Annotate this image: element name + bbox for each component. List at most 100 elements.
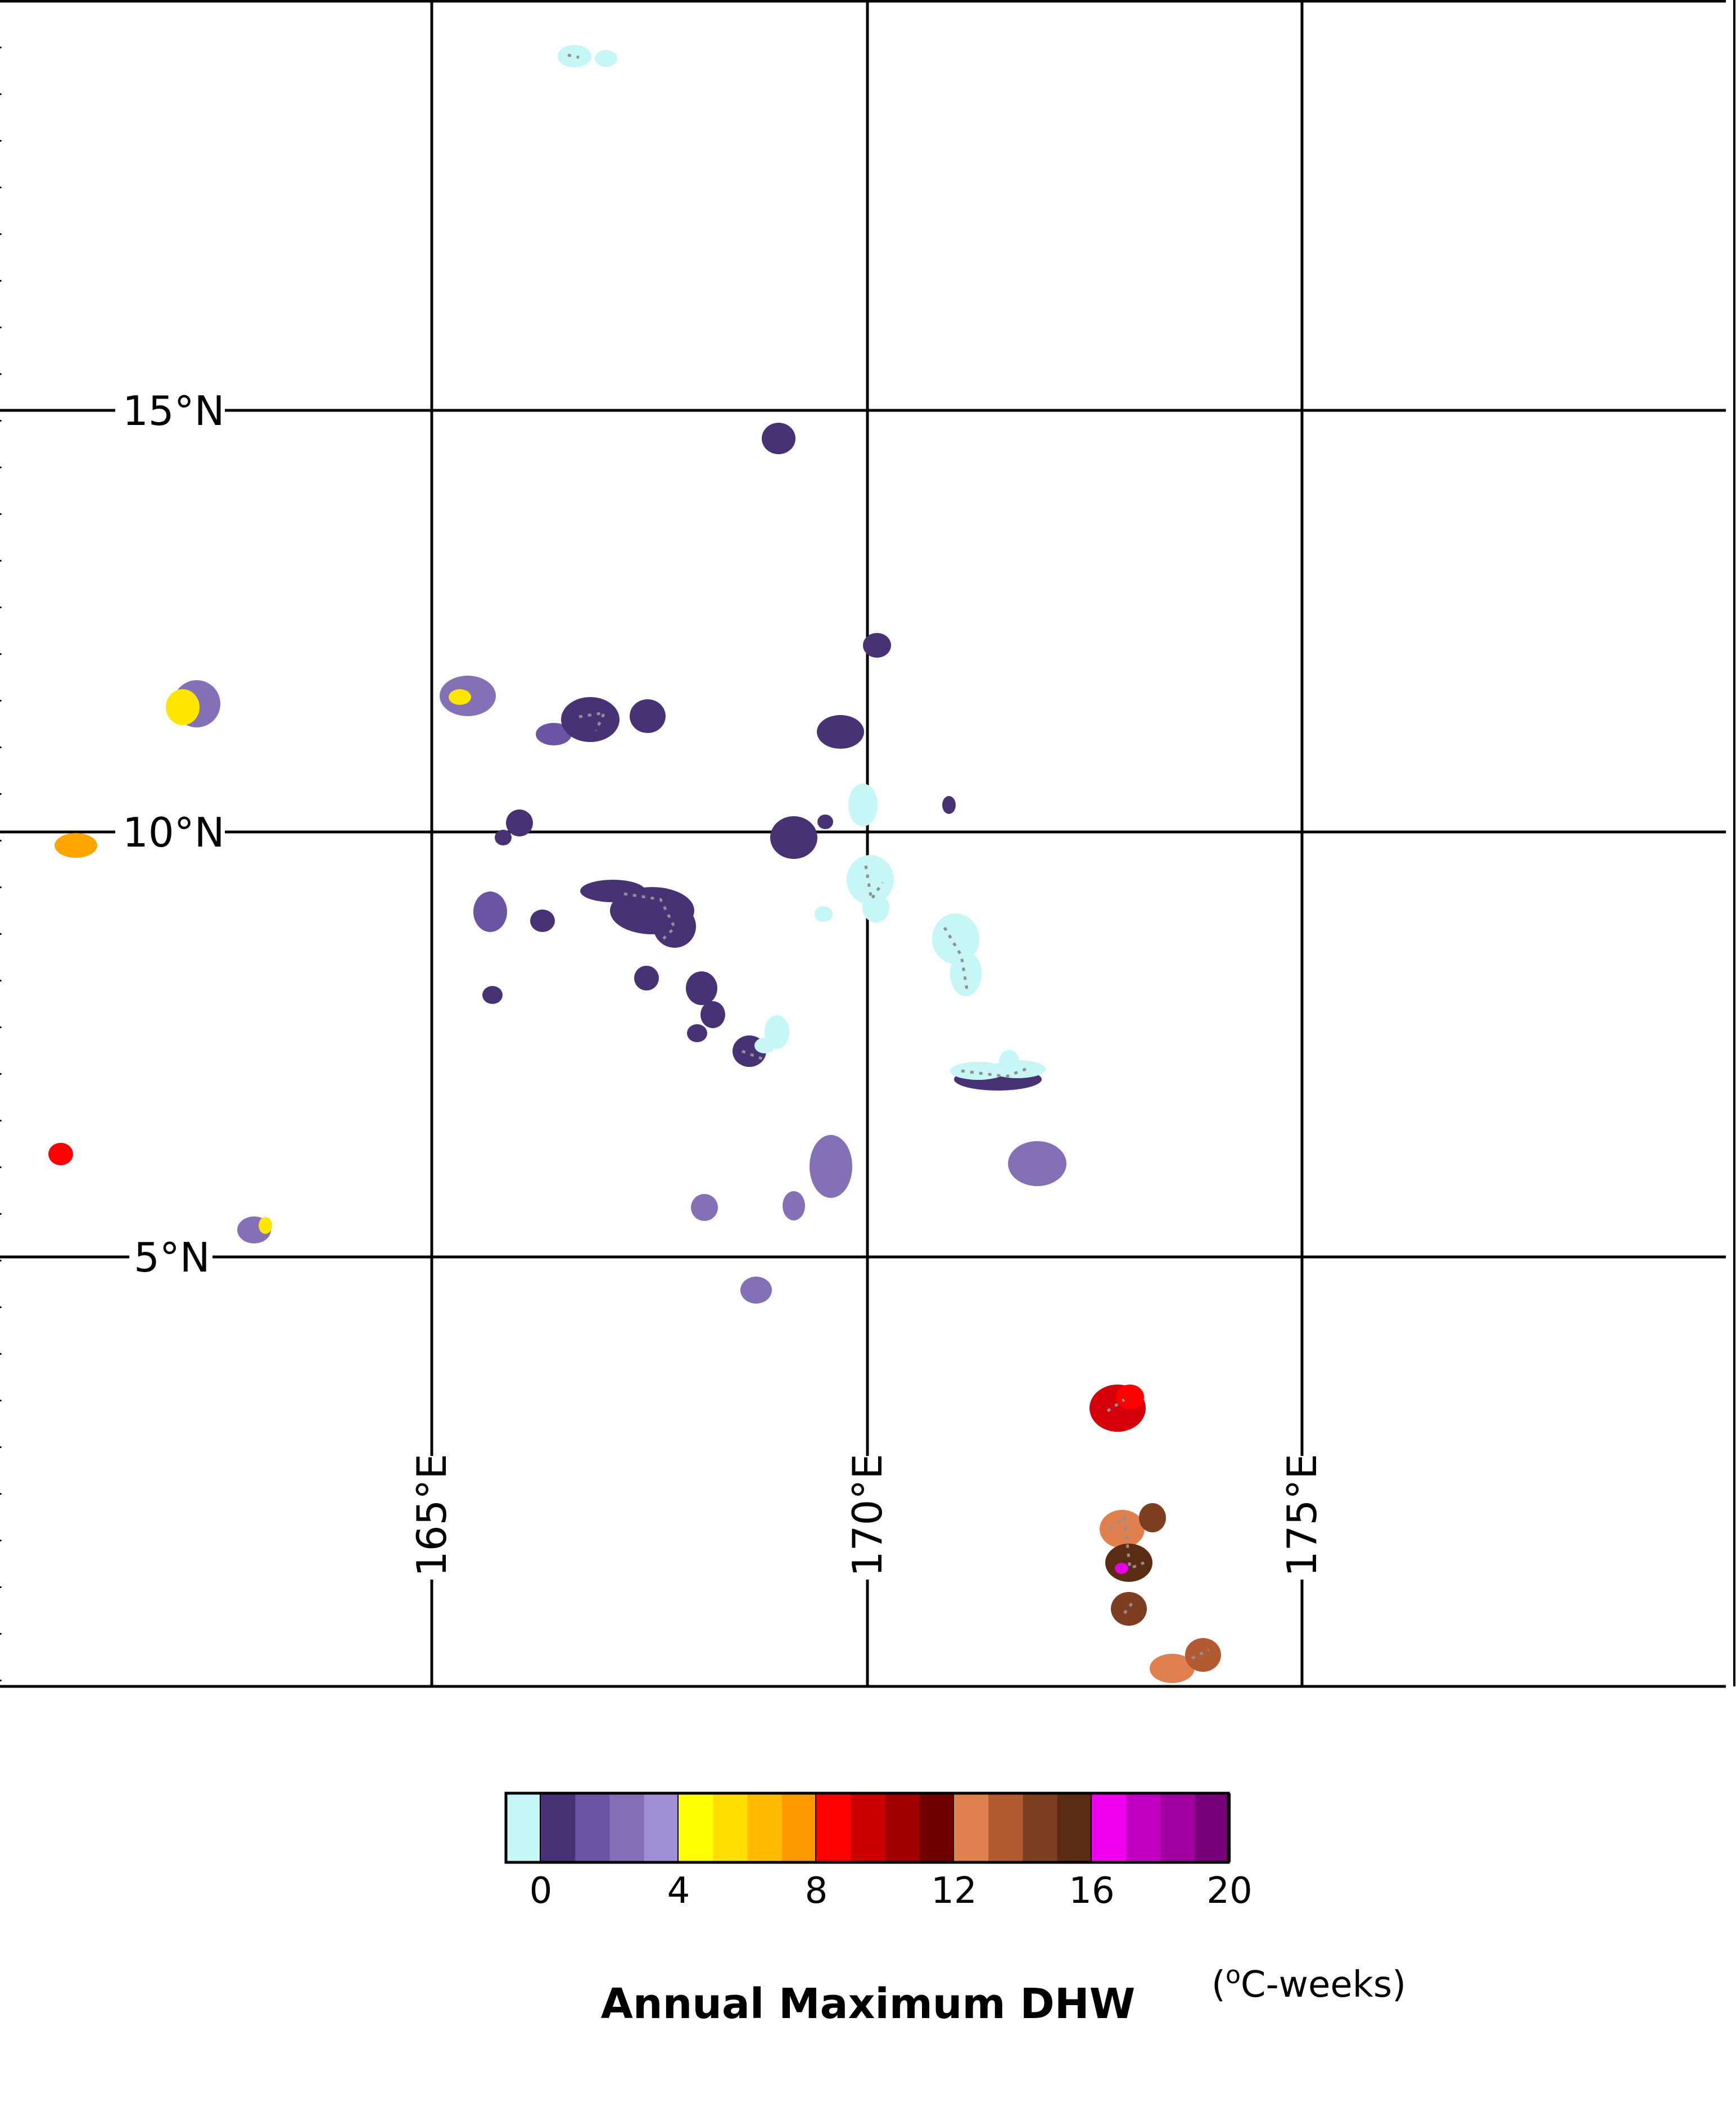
- reef-patch: [700, 1001, 725, 1028]
- lon-label-165E-mask: [410, 1456, 453, 1580]
- reef-patch: [1100, 1510, 1145, 1548]
- legend-units: (oC-weeks): [1211, 1961, 1406, 2006]
- reef-patch: [950, 951, 982, 996]
- reef-patch: [48, 1143, 73, 1165]
- reef-patch: [691, 1194, 718, 1221]
- lon-label-170E-mask: [846, 1456, 889, 1580]
- colorbar-bin: [954, 1793, 989, 1862]
- colorbar-bin: [988, 1793, 1024, 1862]
- colorbar-tick-labels: 0 4 8 12 16 20: [530, 1870, 1253, 1912]
- lon-label-170E: 170°E: [844, 1454, 891, 1577]
- reef-outline: [623, 892, 677, 940]
- reef-patch: [783, 1191, 805, 1220]
- colorbar-bin: [644, 1793, 679, 1862]
- reef-outline: [1123, 1601, 1134, 1614]
- reef-outline: [1109, 1515, 1145, 1571]
- reef-outline: [864, 865, 884, 903]
- colorbar-bin: [713, 1793, 748, 1862]
- reef-patch: [686, 971, 717, 1005]
- reef-patch: [817, 815, 833, 829]
- lat-label-15N: 15°N: [123, 387, 224, 435]
- reef-patch: [770, 816, 817, 859]
- reef-patch: [810, 1135, 852, 1198]
- reef-patch: [999, 1050, 1019, 1073]
- reef-patch: [558, 45, 591, 67]
- reef-patch: [1115, 1563, 1128, 1574]
- colorbar-tick-label: 4: [667, 1870, 690, 1912]
- reef-patch: [848, 784, 878, 826]
- reef-patch: [495, 830, 512, 845]
- reef-patch: [1111, 1592, 1147, 1626]
- lon-label-175E: 175°E: [1278, 1454, 1326, 1577]
- reef-patch: [740, 1277, 772, 1304]
- reef-patch: [630, 699, 666, 733]
- colorbar-bin: [575, 1793, 611, 1862]
- reef-patch: [473, 892, 507, 932]
- colorbar-tick-label: 12: [931, 1870, 976, 1912]
- reef-patch: [815, 906, 833, 922]
- reef-patch: [1116, 1385, 1144, 1409]
- colorbar-tick-label: 0: [530, 1870, 553, 1912]
- reef-patch: [561, 697, 620, 742]
- reef-patch: [863, 633, 891, 658]
- colorbar-bin: [609, 1793, 645, 1862]
- reef-patch: [942, 796, 956, 814]
- colorbar-bin: [1195, 1793, 1230, 1862]
- colorbar-bin: [885, 1793, 920, 1862]
- reef-patch: [1150, 1654, 1195, 1683]
- reef-outline: [961, 1066, 1029, 1078]
- reef-patch: [482, 986, 503, 1004]
- colorbar-tick-label: 8: [805, 1870, 828, 1912]
- reef-patch: [754, 1038, 775, 1053]
- lat-label-10N: 10°N: [123, 809, 224, 856]
- colorbar-tick-label: 20: [1206, 1870, 1252, 1912]
- reef-outline: [1106, 1398, 1125, 1413]
- dhw-colorbar-legend: 0 4 8 12 16 20 Annual Maximum DHW (oC-we…: [504, 1792, 1406, 2028]
- colorbar-tick-label: 16: [1069, 1870, 1114, 1912]
- colorbar-bin: [919, 1793, 955, 1862]
- reef-patch: [449, 689, 471, 705]
- reef-outline: [742, 1050, 765, 1061]
- reef-outline: [1191, 1648, 1210, 1660]
- reef-patch: [530, 910, 555, 932]
- lon-label-165E: 165°E: [408, 1454, 455, 1577]
- reef-patch: [653, 905, 696, 948]
- reef-patch: [862, 893, 889, 922]
- colorbar-bin: [1092, 1793, 1127, 1862]
- reef-patch: [595, 50, 617, 67]
- reef-dhw-patches: [48, 45, 1221, 1683]
- reef-outline: [943, 926, 969, 990]
- reef-patch: [506, 809, 533, 836]
- reef-patch: [817, 715, 864, 749]
- colorbar-bin: [747, 1793, 783, 1862]
- colorbar-bin: [781, 1793, 817, 1862]
- colorbar-bin: [1160, 1793, 1196, 1862]
- colorbar-bin: [816, 1793, 851, 1862]
- legend-title: Annual Maximum DHW: [601, 1980, 1136, 2028]
- lat-label-5N: 5°N: [134, 1234, 210, 1281]
- colorbar-frame: [504, 1792, 1230, 1864]
- reef-outline-dots: [567, 53, 1210, 1660]
- reef-patch: [1185, 1638, 1221, 1672]
- lon-label-175E-mask: [1281, 1456, 1323, 1580]
- reef-patch: [687, 1024, 707, 1042]
- colorbar-bins: [506, 1793, 1231, 1862]
- colorbar-bin: [679, 1793, 713, 1862]
- colorbar-bin: [541, 1793, 576, 1862]
- reef-patch: [55, 833, 97, 858]
- reef-patch: [536, 723, 572, 745]
- colorbar-bin: [851, 1793, 886, 1862]
- reef-patch: [1139, 1503, 1166, 1532]
- reef-patch: [1008, 1141, 1066, 1186]
- reef-patch: [847, 855, 894, 904]
- reef-outline: [567, 53, 580, 59]
- reef-patch: [259, 1217, 272, 1234]
- colorbar-bin: [1126, 1793, 1161, 1862]
- colorbar-bin: [506, 1793, 541, 1862]
- map-panel: 15°N 10°N 5°N 165°E 170°E 175°E: [0, 0, 1735, 1688]
- reef-patch: [762, 423, 795, 454]
- colorbar-bin: [1023, 1793, 1058, 1862]
- reef-outline: [578, 711, 607, 732]
- reef-patch: [634, 966, 659, 990]
